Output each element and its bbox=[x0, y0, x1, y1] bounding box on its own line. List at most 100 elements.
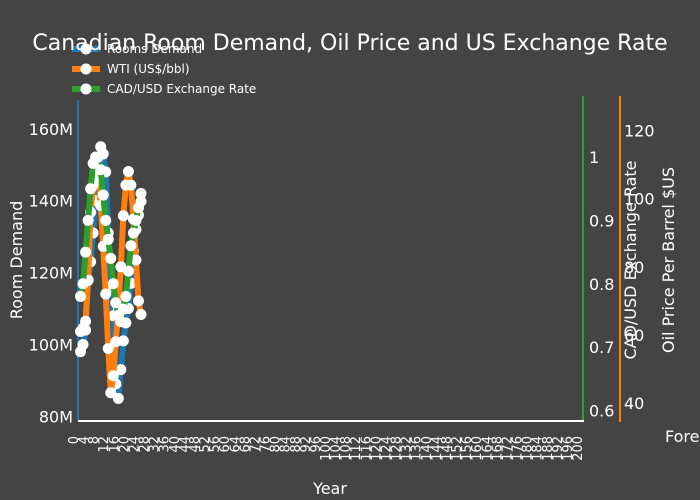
y2-tick-label: 0.7 bbox=[589, 338, 614, 357]
x-tick-label: 16 bbox=[107, 436, 122, 453]
x-tick-label: 100 bbox=[319, 436, 334, 461]
data-point[interactable] bbox=[92, 151, 104, 163]
data-point[interactable] bbox=[107, 278, 119, 290]
legend[interactable]: Rooms Demand WTI (US$/bbl) CAD/USD Exchang… bbox=[72, 42, 256, 96]
data-point[interactable] bbox=[117, 210, 129, 222]
x-tick-label: 96 bbox=[309, 436, 324, 453]
x-tick-label: 120 bbox=[369, 436, 384, 461]
legend-item[interactable]: CAD/USD Exchange Rate bbox=[72, 82, 256, 96]
y2-tick-label: 0.8 bbox=[589, 275, 614, 294]
data-point[interactable] bbox=[125, 179, 137, 191]
y1-axis-title: Room Demand bbox=[7, 201, 26, 320]
data-point[interactable] bbox=[102, 343, 114, 355]
x-tick-label: 40 bbox=[168, 436, 183, 453]
x-tick-label: 28 bbox=[138, 436, 153, 453]
x-tick-label: 24 bbox=[127, 436, 142, 453]
data-point[interactable] bbox=[100, 288, 112, 300]
data-point[interactable] bbox=[122, 165, 134, 177]
data-point[interactable] bbox=[115, 364, 127, 376]
x-tick-label: 176 bbox=[511, 436, 526, 461]
legend-marker bbox=[80, 63, 92, 75]
data-point[interactable] bbox=[117, 303, 129, 315]
data-point[interactable] bbox=[80, 246, 92, 258]
y-tick-labels: 80M 100M 120M 140M 160M 0.6 0.7 0.8 0.9 1 40 60 80 10… bbox=[29, 120, 655, 427]
legend-item[interactable]: Rooms Demand bbox=[72, 42, 202, 56]
data-point[interactable] bbox=[130, 254, 142, 266]
x-tick-label: 92 bbox=[299, 436, 314, 453]
x-tick-label: 84 bbox=[279, 436, 294, 453]
x-tick-label: 0 bbox=[67, 436, 82, 444]
y1-tick-label: 100M bbox=[29, 335, 73, 354]
legend-item[interactable]: WTI (US$/bbl) bbox=[72, 62, 190, 76]
x-tick-label: 104 bbox=[329, 436, 344, 461]
x-tick-label: 188 bbox=[541, 436, 556, 461]
data-point[interactable] bbox=[107, 370, 119, 382]
data-point[interactable] bbox=[75, 290, 87, 302]
data-point[interactable] bbox=[120, 290, 132, 302]
data-point[interactable] bbox=[100, 214, 112, 226]
data-point[interactable] bbox=[85, 183, 97, 195]
x-tick-label: 132 bbox=[400, 436, 415, 461]
x-tick-label: 140 bbox=[420, 436, 435, 461]
series-layer bbox=[75, 141, 147, 404]
y3-tick-label: 120 bbox=[624, 122, 655, 141]
y2-axis-title: CAD/USD Exchange Rate bbox=[621, 160, 640, 359]
y3-axis-title: Oil Price Per Barrel $US bbox=[659, 167, 678, 353]
data-point[interactable] bbox=[105, 387, 117, 399]
x-tick-label: 12 bbox=[97, 436, 112, 453]
data-point[interactable] bbox=[105, 252, 117, 264]
data-point[interactable] bbox=[112, 392, 124, 404]
data-point[interactable] bbox=[77, 338, 89, 350]
data-point[interactable] bbox=[110, 297, 122, 309]
data-point[interactable] bbox=[82, 214, 94, 226]
x-tick-label: 192 bbox=[551, 436, 566, 461]
axes bbox=[77, 96, 621, 422]
data-point[interactable] bbox=[80, 315, 92, 327]
x-tick-label: 168 bbox=[490, 436, 505, 461]
y1-tick-label: 160M bbox=[29, 120, 73, 139]
x-tick-label: 116 bbox=[359, 436, 374, 461]
x-tick-label: 52 bbox=[198, 436, 213, 453]
x-tick-label: 136 bbox=[410, 436, 425, 461]
data-point[interactable] bbox=[97, 189, 109, 201]
x-tick-label: 172 bbox=[500, 436, 515, 461]
legend-marker bbox=[80, 43, 92, 55]
x-tick-label: 156 bbox=[460, 436, 475, 461]
x-tick-label: 124 bbox=[379, 436, 394, 461]
data-point[interactable] bbox=[110, 336, 122, 348]
data-point[interactable] bbox=[115, 316, 127, 328]
y1-tick-label: 140M bbox=[29, 192, 73, 211]
data-point[interactable] bbox=[122, 265, 134, 277]
x-tick-label: 48 bbox=[188, 436, 203, 453]
x-tick-label: 8 bbox=[87, 436, 102, 444]
x-tick-label: 108 bbox=[339, 436, 354, 461]
y2-tick-label: 0.6 bbox=[589, 401, 614, 420]
x-tick-label: 144 bbox=[430, 436, 445, 461]
x-tick-label: 196 bbox=[561, 436, 576, 461]
y1-tick-label: 80M bbox=[39, 407, 73, 426]
x-tick-label: 148 bbox=[440, 436, 455, 461]
data-point[interactable] bbox=[135, 187, 147, 199]
data-point[interactable] bbox=[127, 227, 139, 239]
data-point[interactable] bbox=[77, 278, 89, 290]
x-tick-label: 164 bbox=[480, 436, 495, 461]
x-tick-label: 128 bbox=[390, 436, 405, 461]
data-point[interactable] bbox=[135, 195, 147, 207]
data-point[interactable] bbox=[135, 308, 147, 320]
series-2 bbox=[75, 151, 147, 328]
data-point[interactable] bbox=[102, 233, 114, 245]
legend-label: CAD/USD Exchange Rate bbox=[107, 82, 256, 96]
x-tick-label: 80 bbox=[269, 436, 284, 453]
data-point[interactable] bbox=[125, 240, 137, 252]
x-tick-label: 68 bbox=[238, 436, 253, 453]
y3-tick-label: 60 bbox=[624, 326, 644, 345]
x-tick-label: 64 bbox=[228, 436, 243, 453]
x-axis-title: Year bbox=[312, 479, 347, 498]
data-point[interactable] bbox=[130, 214, 142, 226]
y1-tick-label: 120M bbox=[29, 264, 73, 283]
data-point[interactable] bbox=[132, 295, 144, 307]
y2-tick-label: 1 bbox=[589, 148, 599, 167]
x-tick-label: 152 bbox=[450, 436, 465, 461]
y3-tick-label: 40 bbox=[624, 394, 644, 413]
data-point[interactable] bbox=[95, 164, 107, 176]
